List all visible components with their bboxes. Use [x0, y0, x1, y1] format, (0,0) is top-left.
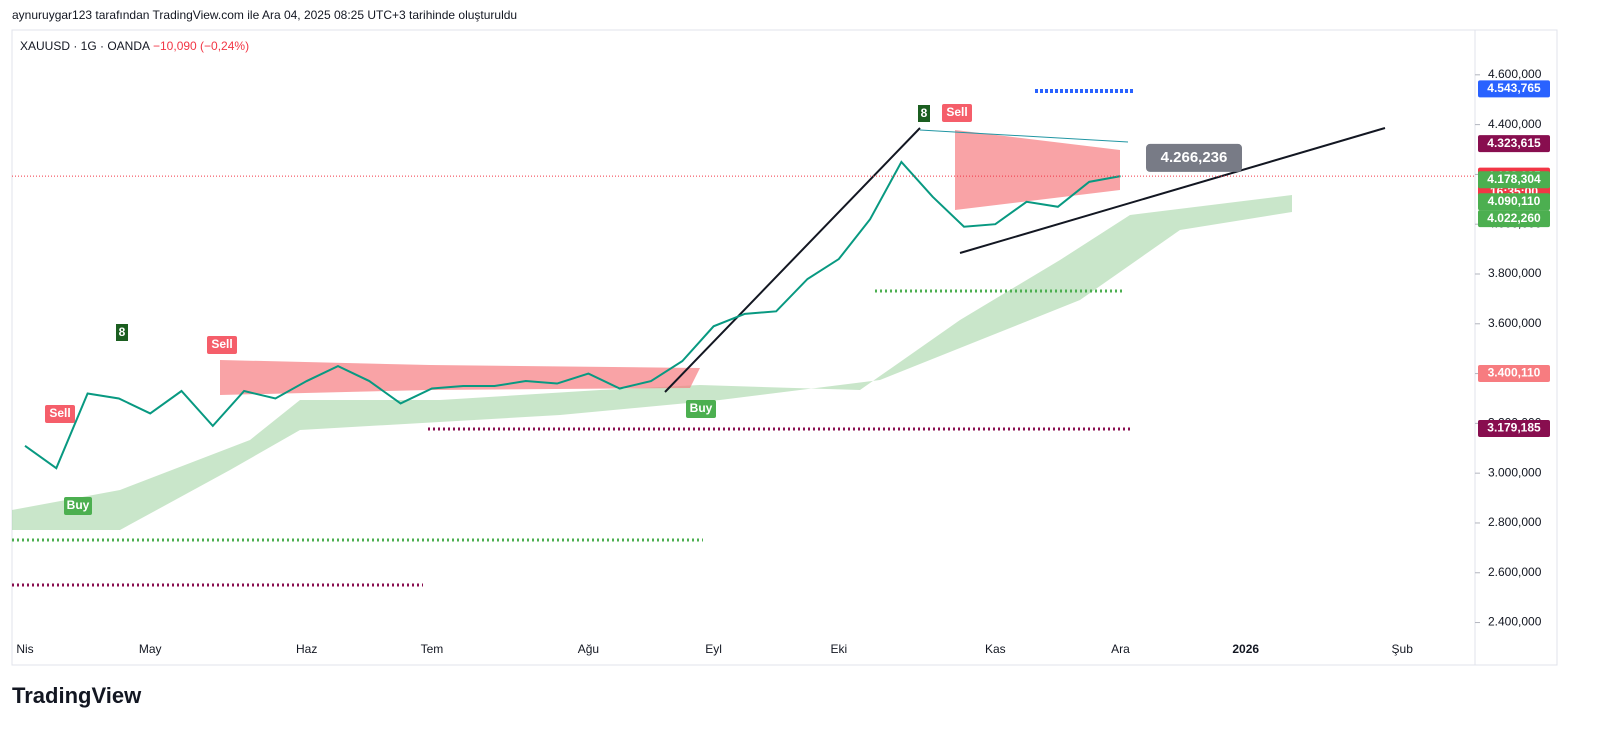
- frame: [11, 29, 1558, 666]
- price-tag: [1478, 135, 1550, 153]
- annotations: Sell Sell Sell Buy Buy 8 8: [45, 104, 972, 515]
- trendline: [959, 127, 1386, 254]
- cloud: [12, 195, 1292, 530]
- sell-badge: [942, 104, 972, 122]
- x-tick-label: Ağu: [578, 642, 599, 656]
- price-tag: [1478, 193, 1550, 211]
- x-tick-label: Şub: [1392, 642, 1414, 656]
- change: −10,090 (−0,24%): [153, 39, 249, 53]
- y-tick-label: 2.600,000: [1488, 565, 1542, 579]
- count-label: 8: [921, 106, 928, 120]
- price-line: [24, 160, 1121, 470]
- price-tag: [1478, 80, 1550, 98]
- x-tick-label: Eyl: [705, 642, 722, 656]
- trendline: [664, 127, 921, 393]
- sell-zone: [955, 130, 1120, 210]
- x-tick-label: Ara: [1111, 642, 1130, 656]
- price-tag: [1478, 210, 1550, 228]
- price-tag-label: 3.400,110: [1488, 366, 1541, 380]
- x-tick-label: Kas: [985, 642, 1006, 656]
- callout-label: 4.266,236: [1161, 149, 1228, 166]
- y-tick-label: 2.800,000: [1488, 515, 1542, 529]
- decorations: [12, 89, 1386, 587]
- x-tick-label: Haz: [296, 642, 317, 656]
- x-tick-label: 2026: [1232, 642, 1259, 656]
- price-tag: [1478, 171, 1550, 189]
- x-tick-label: Tem: [421, 642, 444, 656]
- x-tick-label: Eki: [830, 642, 847, 656]
- price-tag: [1478, 420, 1550, 438]
- sell-label: Sell: [946, 105, 967, 119]
- y-tick-label: 3.000,000: [1488, 465, 1542, 479]
- x-tick-label: May: [139, 642, 162, 656]
- sell-label: Sell: [211, 337, 232, 351]
- sell-label: Sell: [49, 406, 70, 420]
- callout-box: [1146, 143, 1242, 172]
- price-tag-label: 4.323,615: [1487, 136, 1541, 150]
- y-tick-label: 4.600,000: [1488, 67, 1542, 81]
- count-label: 8: [119, 325, 126, 339]
- price-tag-label: 4.543,765: [1487, 81, 1541, 95]
- sell-badge: [45, 405, 75, 423]
- count-badge: [918, 105, 930, 122]
- count-badge: [116, 324, 128, 341]
- buy-label: Buy: [67, 498, 90, 512]
- symbol: XAUUSD · 1G · OANDA: [20, 39, 150, 53]
- y-tick-label: 3.600,000: [1488, 316, 1542, 330]
- y-tick-label: 2.400,000: [1488, 615, 1542, 629]
- price-tag-label: 4.178,304: [1487, 172, 1541, 186]
- buy-badge: [686, 400, 716, 418]
- trendline: [919, 129, 1129, 143]
- price-tag: [1478, 365, 1550, 383]
- sell-zone: [220, 360, 700, 395]
- y-tick-label: 3.800,000: [1488, 266, 1542, 280]
- price-tag-label: 4.022,260: [1487, 211, 1541, 225]
- x-tick-label: Nis: [16, 642, 33, 656]
- buy-label: Buy: [690, 401, 713, 415]
- caption: aynuruygar123 tarafından TradingView.com…: [12, 8, 517, 22]
- price-tag-label: 3.179,185: [1487, 421, 1541, 435]
- buy-badge: [64, 497, 92, 515]
- sell-badge: [207, 336, 237, 354]
- logo: TradingView: [12, 683, 142, 708]
- y-tick-label: 4.400,000: [1488, 117, 1542, 131]
- price-tag-label: 4.090,110: [1488, 194, 1541, 208]
